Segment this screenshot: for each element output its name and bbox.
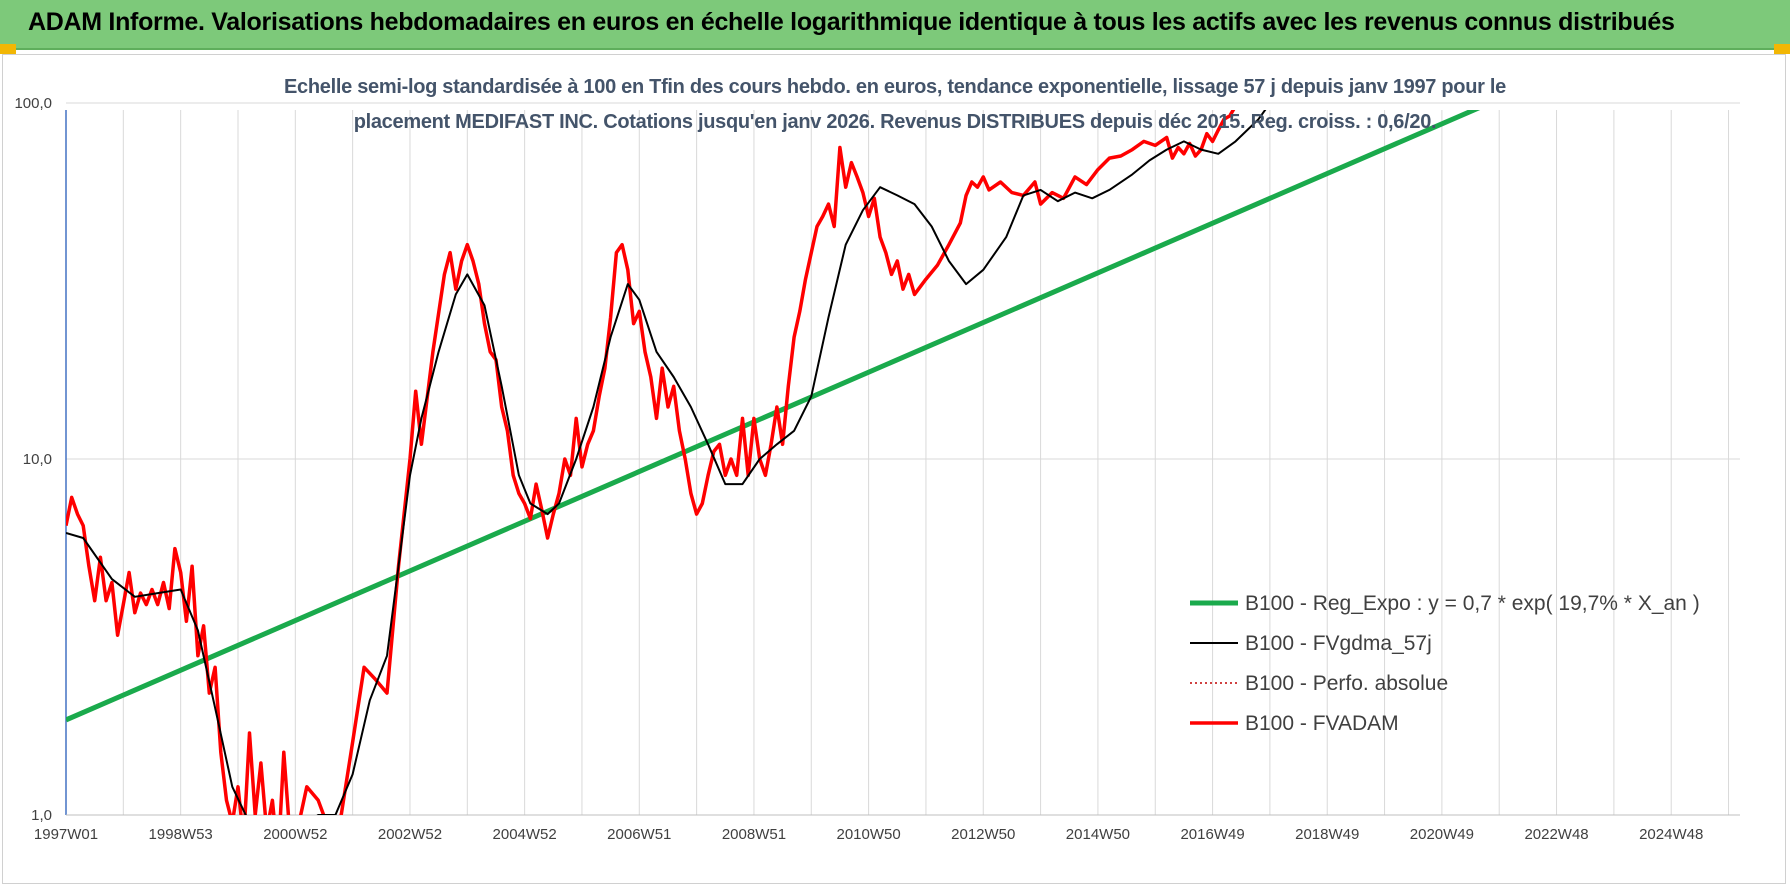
page-title: ADAM Informe. Valorisations hebdomadaire… bbox=[28, 8, 1675, 36]
corner-marker-right bbox=[1774, 44, 1790, 54]
x-tick-label: 2016W49 bbox=[1180, 826, 1244, 843]
chart-frame bbox=[2, 54, 1786, 884]
corner-marker-left bbox=[0, 44, 16, 54]
x-tick-label: 2006W51 bbox=[607, 826, 671, 843]
y-tick-label: 1,0 bbox=[31, 807, 52, 824]
y-tick-label: 10,0 bbox=[23, 451, 52, 468]
legend-label: B100 - FVADAM bbox=[1245, 712, 1399, 735]
chart-series bbox=[66, 8, 1728, 815]
series-line bbox=[66, 110, 1236, 815]
x-tick-label: 2020W49 bbox=[1410, 826, 1474, 843]
series-line bbox=[1569, 8, 1728, 103]
x-tick-label: 2000W52 bbox=[263, 826, 327, 843]
series-line bbox=[66, 110, 1267, 815]
x-tick-label: 2024W48 bbox=[1639, 826, 1703, 843]
chart-gridlines bbox=[65, 102, 1740, 816]
x-tick-label: 2012W50 bbox=[951, 826, 1015, 843]
x-tick-label: 1997W01 bbox=[34, 826, 98, 843]
x-tick-label: 2010W50 bbox=[836, 826, 900, 843]
x-tick-label: 2002W52 bbox=[378, 826, 442, 843]
chart-subtitle-line1: Echelle semi-log standardisée à 100 en T… bbox=[284, 76, 1506, 98]
x-tick-label: 2022W48 bbox=[1524, 826, 1588, 843]
x-tick-label: 2004W52 bbox=[493, 826, 557, 843]
chart-legend: B100 - Reg_Expo : y = 0,7 * exp( 19,7% *… bbox=[1190, 592, 1700, 735]
title-banner: ADAM Informe. Valorisations hebdomadaire… bbox=[0, 0, 1790, 50]
x-tick-label: 2014W50 bbox=[1066, 826, 1130, 843]
series-line bbox=[66, 110, 1481, 723]
legend-label: B100 - Perfo. absolue bbox=[1245, 672, 1448, 695]
legend-label: B100 - FVgdma_57j bbox=[1245, 632, 1432, 655]
x-tick-label: 2018W49 bbox=[1295, 826, 1359, 843]
chart-subtitle-line2: placement MEDIFAST INC. Cotations jusqu'… bbox=[353, 111, 1437, 133]
y-tick-label: 100,0 bbox=[14, 95, 52, 112]
legend-label: B100 - Reg_Expo : y = 0,7 * exp( 19,7% *… bbox=[1245, 592, 1700, 615]
x-tick-label: 2008W51 bbox=[722, 826, 786, 843]
x-tick-label: 1998W53 bbox=[149, 826, 213, 843]
chart-axes: 100,0 10,0 1,0 1997W01 1998W53 2000W52 2002W52… bbox=[14, 95, 1740, 843]
